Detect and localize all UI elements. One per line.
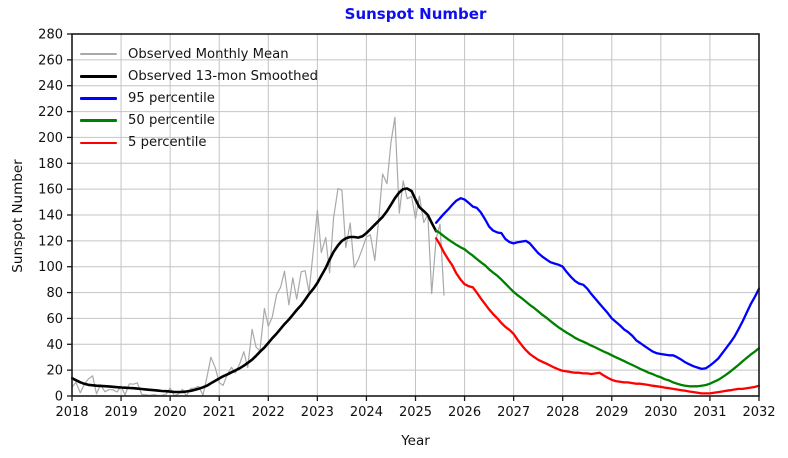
legend-item-50-percentile: 50 percentile xyxy=(80,110,318,132)
y-tick-label: 240 xyxy=(38,79,63,94)
x-axis-title: Year xyxy=(401,433,430,449)
legend-label: 95 percentile xyxy=(128,90,215,106)
y-tick-label: 280 xyxy=(38,28,63,43)
legend-label: Observed Monthly Mean xyxy=(128,46,289,62)
x-tick-label: 2024 xyxy=(350,405,383,420)
legend-item-5-percentile: 5 percentile xyxy=(80,132,318,154)
x-tick-label: 2029 xyxy=(595,405,628,420)
legend-item-observed-13-mon-smoothed: Observed 13-mon Smoothed xyxy=(80,65,318,87)
x-tick-label: 2030 xyxy=(644,405,677,420)
x-tick-label: 2023 xyxy=(301,405,334,420)
series-line-95-percentile xyxy=(434,197,760,371)
y-tick-label: 160 xyxy=(38,183,63,198)
series-line-observed-monthly-mean xyxy=(71,116,445,397)
series-line-observed-13-mon-smoothed xyxy=(71,187,438,394)
legend-label: Observed 13-mon Smoothed xyxy=(128,68,319,84)
legend-item-95-percentile: 95 percentile xyxy=(80,87,318,109)
y-tick-label: 260 xyxy=(38,53,63,68)
y-tick-label: 80 xyxy=(46,286,63,301)
y-tick-label: 20 xyxy=(46,364,63,379)
y-tick-label: 60 xyxy=(46,312,63,327)
legend-line-sample xyxy=(80,119,117,122)
x-tick-label: 2022 xyxy=(252,405,285,420)
y-tick-label: 180 xyxy=(38,157,63,172)
x-tick-label: 2032 xyxy=(742,405,775,420)
y-tick-label: 40 xyxy=(46,338,63,353)
legend-label: 50 percentile xyxy=(128,113,215,129)
y-tick-label: 200 xyxy=(38,131,63,146)
y-tick-label: 120 xyxy=(38,234,63,249)
y-axis-title: Sunspot Number xyxy=(10,159,26,273)
x-tick-label: 2026 xyxy=(448,405,481,420)
legend-line-sample xyxy=(80,74,117,78)
x-tick-label: 2025 xyxy=(399,405,432,420)
legend-label: 5 percentile xyxy=(128,135,207,151)
chart-title: Sunspot Number xyxy=(344,5,487,23)
x-tick-label: 2031 xyxy=(693,405,726,420)
legend-line-sample xyxy=(80,97,117,100)
series-line-50-percentile xyxy=(434,229,760,388)
y-tick-label: 220 xyxy=(38,105,63,120)
y-tick-label: 0 xyxy=(55,390,63,405)
legend-item-observed-monthly-mean: Observed Monthly Mean xyxy=(80,43,318,65)
legend: Observed Monthly Mean Observed 13-mon Smo… xyxy=(80,43,318,154)
y-tick-label: 100 xyxy=(38,260,63,275)
x-tick-label: 2021 xyxy=(203,405,236,420)
y-tick-label: 140 xyxy=(38,209,63,224)
x-tick-label: 2018 xyxy=(55,405,88,420)
x-tick-label: 2028 xyxy=(546,405,579,420)
legend-line-sample xyxy=(80,141,117,145)
x-tick-label: 2027 xyxy=(497,405,530,420)
x-tick-label: 2020 xyxy=(154,405,187,420)
legend-line-sample xyxy=(80,53,117,56)
series-line-5-percentile xyxy=(434,237,760,395)
x-tick-label: 2019 xyxy=(105,405,138,420)
